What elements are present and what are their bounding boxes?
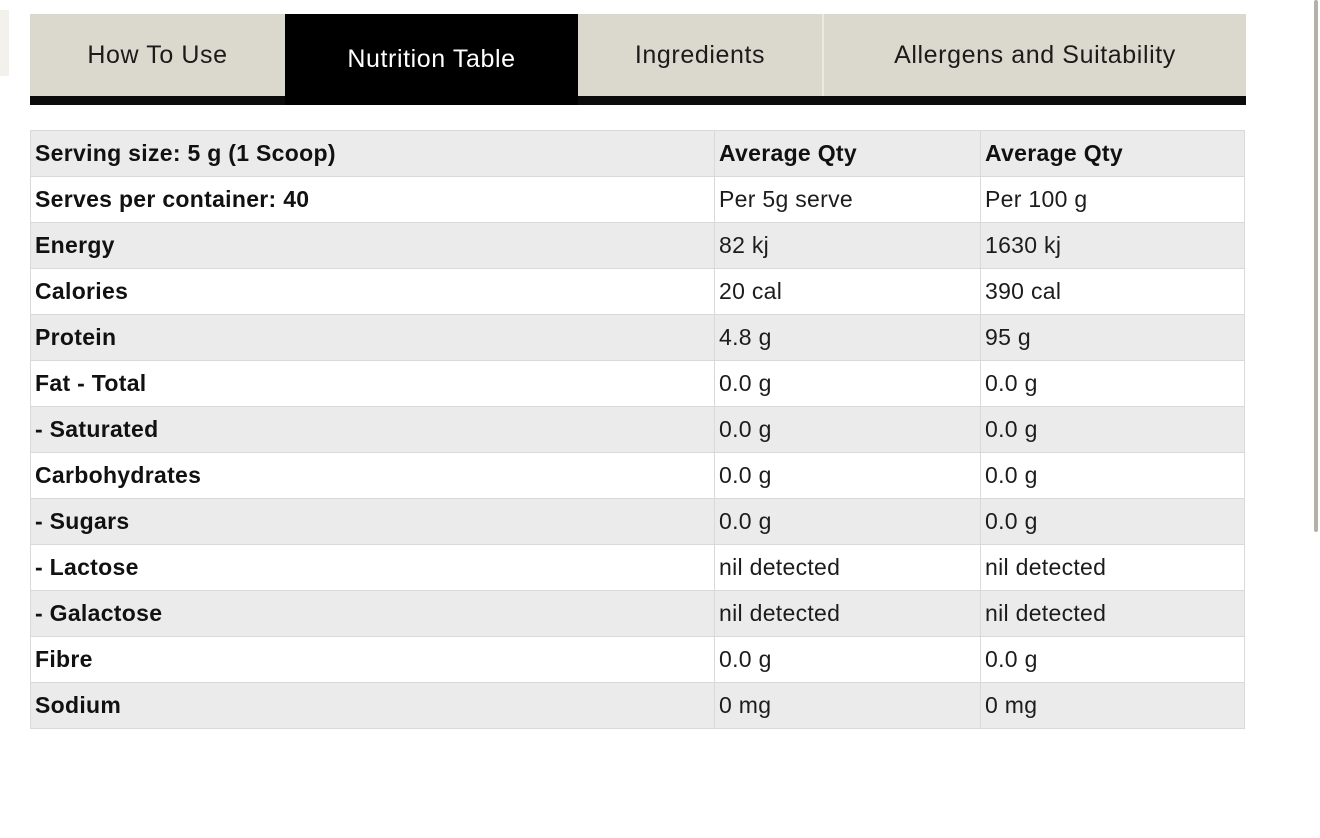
value-per-serve: 20 cal [714, 268, 981, 315]
row-label: Serves per container: 40 [30, 176, 715, 223]
value-per-serve: 0.0 g [714, 498, 981, 545]
value-per-serve: 0.0 g [714, 406, 981, 453]
row-label: - Lactose [30, 544, 715, 591]
value-per-100g: nil detected [980, 590, 1245, 637]
value-per-serve: nil detected [714, 590, 981, 637]
row-label: Fat - Total [30, 360, 715, 407]
table-row: - Lactose nil detected nil detected [30, 544, 1245, 591]
tab-allergens-and-suitability[interactable]: Allergens and Suitability [822, 14, 1246, 96]
table-row: Serving size: 5 g (1 Scoop) Average Qty … [30, 130, 1245, 177]
row-label: Sodium [30, 682, 715, 729]
value-per-100g: 390 cal [980, 268, 1245, 315]
value-per-100g: Per 100 g [980, 176, 1245, 223]
table-row: Sodium 0 mg 0 mg [30, 682, 1245, 729]
tab-nutrition-table[interactable]: Nutrition Table [285, 14, 578, 105]
value-per-serve: nil detected [714, 544, 981, 591]
row-label: - Saturated [30, 406, 715, 453]
tab-underline [30, 96, 1246, 105]
value-per-100g: 0.0 g [980, 636, 1245, 683]
col-header-per-100g: Average Qty [980, 130, 1245, 177]
table-row: Energy 82 kj 1630 kj [30, 222, 1245, 269]
value-per-100g: 95 g [980, 314, 1245, 361]
scrollbar-thumb[interactable] [1314, 0, 1318, 532]
tab-how-to-use[interactable]: How To Use [30, 14, 285, 96]
value-per-100g: 0.0 g [980, 452, 1245, 499]
row-label: Energy [30, 222, 715, 269]
value-per-serve: 4.8 g [714, 314, 981, 361]
value-per-100g: 1630 kj [980, 222, 1245, 269]
value-per-100g: 0.0 g [980, 498, 1245, 545]
value-per-100g: nil detected [980, 544, 1245, 591]
table-row: Carbohydrates 0.0 g 0.0 g [30, 452, 1245, 499]
value-per-serve: 0.0 g [714, 360, 981, 407]
tab-bar: How To Use Nutrition Table Ingredients A… [30, 14, 1246, 105]
col-header-per-serve: Average Qty [714, 130, 981, 177]
row-label: Fibre [30, 636, 715, 683]
value-per-serve: 82 kj [714, 222, 981, 269]
value-per-serve: 0.0 g [714, 452, 981, 499]
table-row: - Galactose nil detected nil detected [30, 590, 1245, 637]
table-row: Fat - Total 0.0 g 0.0 g [30, 360, 1245, 407]
value-per-serve: 0 mg [714, 682, 981, 729]
row-label: Calories [30, 268, 715, 315]
left-edge-artifact [0, 10, 9, 76]
row-label: Serving size: 5 g (1 Scoop) [30, 130, 715, 177]
nutrition-table: Serving size: 5 g (1 Scoop) Average Qty … [30, 130, 1245, 729]
table-row: Calories 20 cal 390 cal [30, 268, 1245, 315]
value-per-100g: 0.0 g [980, 406, 1245, 453]
tab-ingredients[interactable]: Ingredients [578, 14, 822, 96]
row-label: - Galactose [30, 590, 715, 637]
row-label: Protein [30, 314, 715, 361]
table-row: Serves per container: 40 Per 5g serve Pe… [30, 176, 1245, 223]
value-per-100g: 0 mg [980, 682, 1245, 729]
value-per-serve: 0.0 g [714, 636, 981, 683]
table-row: - Saturated 0.0 g 0.0 g [30, 406, 1245, 453]
table-row: Protein 4.8 g 95 g [30, 314, 1245, 361]
value-per-serve: Per 5g serve [714, 176, 981, 223]
row-label: Carbohydrates [30, 452, 715, 499]
table-row: Fibre 0.0 g 0.0 g [30, 636, 1245, 683]
row-label: - Sugars [30, 498, 715, 545]
table-row: - Sugars 0.0 g 0.0 g [30, 498, 1245, 545]
value-per-100g: 0.0 g [980, 360, 1245, 407]
